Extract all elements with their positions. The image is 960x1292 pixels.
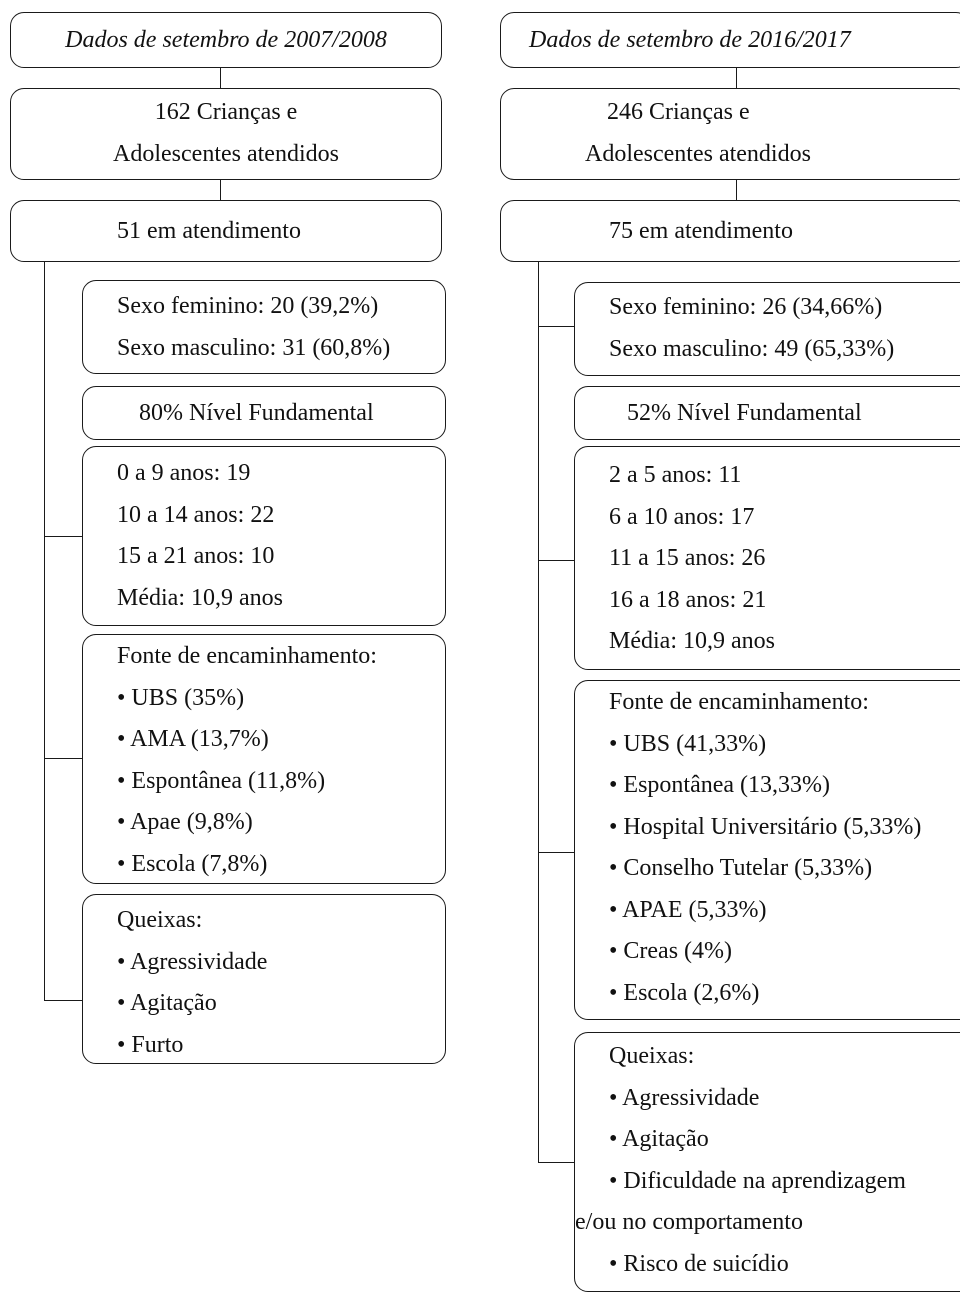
left-sources-title: Fonte de encaminhamento: [117, 643, 377, 669]
left-source-3: • Espontânea (11,8%) [117, 767, 326, 794]
connector-right-sources [538, 852, 574, 853]
left-source-2: • AMA (13,7%) [117, 726, 269, 752]
right-complaint-2: • Agitação [609, 1126, 709, 1152]
connector-left-complaints [44, 1000, 82, 1001]
connector-left-header-total [220, 66, 221, 88]
left-header-box: Dados de setembro de 2007/2008 [10, 12, 442, 68]
connector-left-total-active [220, 178, 221, 200]
connector-left-sources [44, 758, 82, 759]
connector-right-ages [538, 560, 574, 561]
left-sources-box: Fonte de encaminhamento: • UBS (35%) • A… [82, 634, 446, 884]
left-age-line-3: 15 a 21 anos: 10 [117, 543, 275, 569]
left-ages-box: 0 a 9 anos: 19 10 a 14 anos: 22 15 a 21 … [82, 446, 446, 626]
right-total-line-2: Adolescentes atendidos [585, 140, 811, 167]
left-total-box: 162 Crianças e Adolescentes atendidos [10, 88, 442, 180]
left-active-text: 51 em atendimento [117, 218, 301, 244]
left-active-box: 51 em atendimento [10, 200, 442, 262]
left-source-1: • UBS (35%) [117, 684, 245, 711]
right-level-text: 52% Nível Fundamental [627, 400, 862, 426]
connector-left-ages [44, 536, 82, 537]
right-source-7: • Escola (2,6%) [609, 979, 760, 1006]
right-age-line-3: 11 a 15 anos: 26 [609, 545, 766, 571]
left-total-line-1: 162 Crianças e [154, 99, 298, 125]
right-age-line-1: 2 a 5 anos: 11 [609, 462, 742, 488]
left-complaint-2: • Agitação [117, 990, 217, 1016]
left-sex-box: Sexo feminino: 20 (39,2%) Sexo masculino… [82, 280, 446, 374]
left-total-line-2: Adolescentes atendidos [113, 140, 339, 167]
left-age-line-2: 10 a 14 anos: 22 [117, 501, 275, 528]
right-active-text: 75 em atendimento [609, 218, 793, 244]
right-complaint-4: • Risco de suicídio [609, 1250, 789, 1277]
right-sources-box: Fonte de encaminhamento: • UBS (41,33%) … [574, 680, 960, 1020]
right-header-text: Dados de setembro de 2016/2017 [529, 27, 851, 53]
left-complaints-box: Queixas: • Agressividade • Agitação • Fu… [82, 894, 446, 1064]
connector-right-total-active [736, 178, 737, 200]
right-ages-box: 2 a 5 anos: 11 6 a 10 anos: 17 11 a 15 a… [574, 446, 960, 670]
left-age-line-4: Média: 10,9 anos [117, 584, 283, 611]
right-sex-box: Sexo feminino: 26 (34,66%) Sexo masculin… [574, 282, 960, 376]
left-sex-male: Sexo masculino: 31 (60,8%) [117, 334, 391, 361]
left-age-line-1: 0 a 9 anos: 19 [117, 460, 251, 486]
connector-right-trunk [538, 260, 539, 1162]
right-age-line-4: 16 a 18 anos: 21 [609, 586, 767, 613]
right-complaints-title: Queixas: [609, 1043, 695, 1069]
right-sex-female: Sexo feminino: 26 (34,66%) [609, 294, 883, 320]
right-source-6: • Creas (4%) [609, 938, 733, 964]
right-complaint-3-cont: e/ou no comportamento [575, 1209, 803, 1235]
left-source-5: • Escola (7,8%) [117, 850, 268, 877]
right-total-line-1: 246 Crianças e [607, 99, 750, 125]
left-complaint-1: • Agressividade [117, 948, 268, 975]
left-complaints-title: Queixas: [117, 907, 203, 933]
connector-right-header-total [736, 66, 737, 88]
right-age-line-5: Média: 10,9 anos [609, 628, 775, 654]
connector-left-trunk [44, 260, 45, 1000]
right-age-line-2: 6 a 10 anos: 17 [609, 503, 755, 530]
right-sex-male: Sexo masculino: 49 (65,33%) [609, 335, 895, 362]
right-source-2: • Espontânea (13,33%) [609, 772, 831, 798]
right-source-5: • APAE (5,33%) [609, 896, 767, 923]
right-source-3: • Hospital Universitário (5,33%) [609, 813, 922, 840]
right-header-box: Dados de setembro de 2016/2017 [500, 12, 960, 68]
left-level-text: 80% Nível Fundamental [139, 400, 374, 426]
connector-right-complaints [538, 1162, 574, 1163]
left-source-4: • Apae (9,8%) [117, 809, 253, 835]
right-complaint-3: • Dificuldade na aprendizagem [609, 1167, 906, 1194]
right-sources-title: Fonte de encaminhamento: [609, 689, 869, 715]
right-total-box: 246 Crianças e Adolescentes atendidos [500, 88, 960, 180]
right-source-4: • Conselho Tutelar (5,33%) [609, 855, 873, 881]
left-complaint-3: • Furto [117, 1031, 184, 1058]
right-complaint-1: • Agressividade [609, 1084, 760, 1111]
right-active-box: 75 em atendimento [500, 200, 960, 262]
right-level-box: 52% Nível Fundamental [574, 386, 960, 440]
connector-right-sex [538, 326, 574, 327]
left-sex-female: Sexo feminino: 20 (39,2%) [117, 293, 379, 319]
left-header-text: Dados de setembro de 2007/2008 [65, 27, 387, 53]
right-source-1: • UBS (41,33%) [609, 730, 767, 757]
left-level-box: 80% Nível Fundamental [82, 386, 446, 440]
right-complaints-box: Queixas: • Agressividade • Agitação • Di… [574, 1032, 960, 1292]
